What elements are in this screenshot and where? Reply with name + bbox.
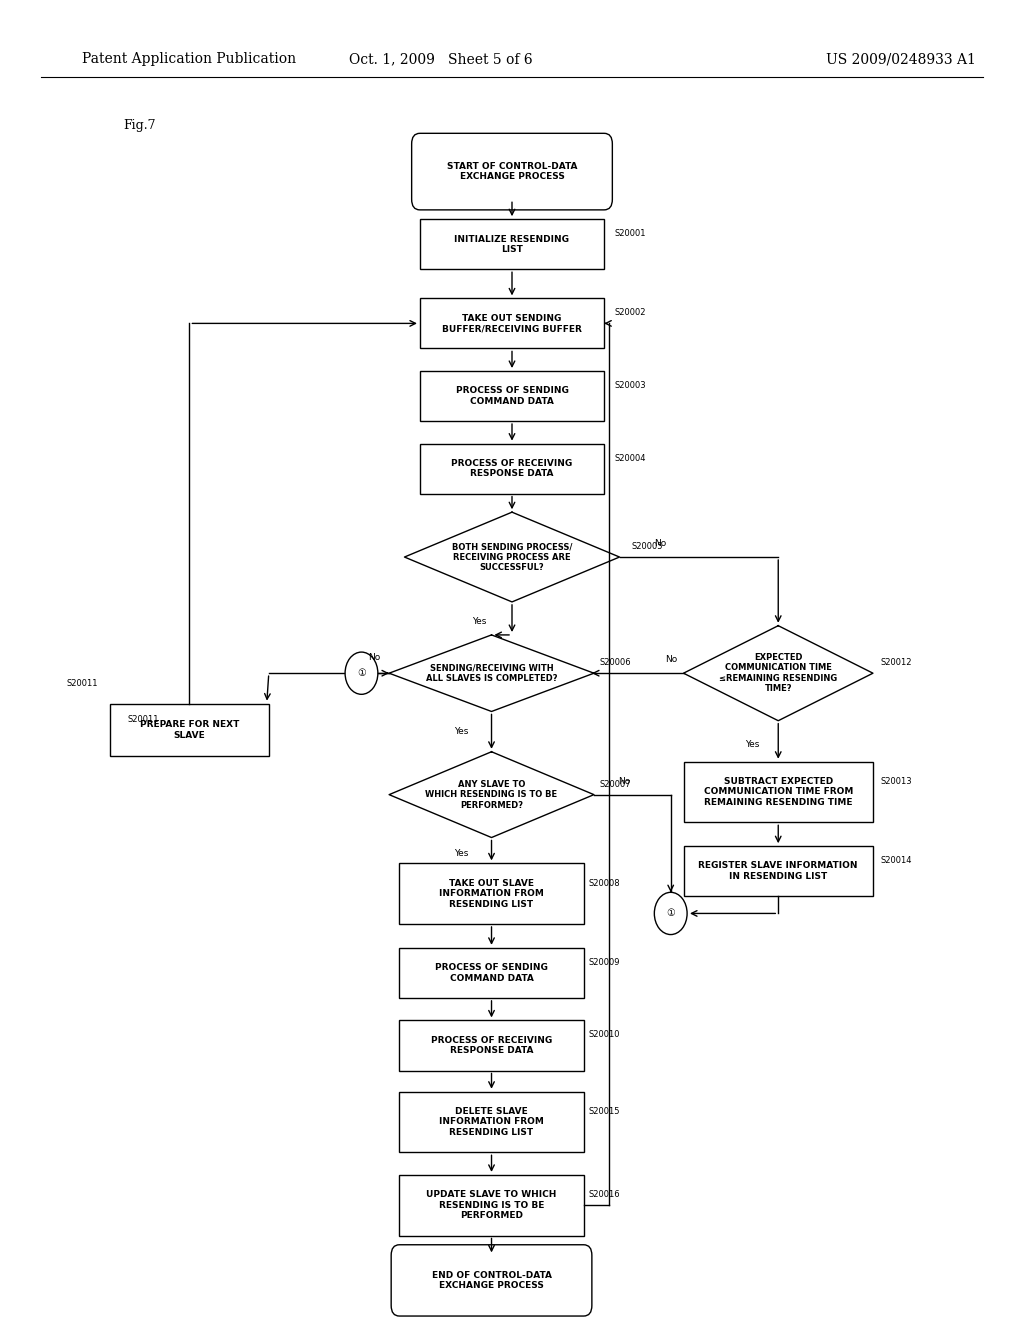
Text: S20012: S20012 <box>881 659 912 667</box>
Circle shape <box>654 892 687 935</box>
Bar <box>399 1020 584 1071</box>
Text: S20003: S20003 <box>614 381 646 389</box>
Bar <box>420 219 604 269</box>
Text: SENDING/RECEIVING WITH
ALL SLAVES IS COMPLETED?: SENDING/RECEIVING WITH ALL SLAVES IS COM… <box>426 664 557 682</box>
Text: S20001: S20001 <box>614 230 646 238</box>
Text: Fig.7: Fig.7 <box>123 119 156 132</box>
Text: US 2009/0248933 A1: US 2009/0248933 A1 <box>826 53 976 66</box>
Text: S20009: S20009 <box>589 958 621 966</box>
Text: UPDATE SLAVE TO WHICH
RESENDING IS TO BE
PERFORMED: UPDATE SLAVE TO WHICH RESENDING IS TO BE… <box>426 1191 557 1220</box>
Text: Yes: Yes <box>472 618 486 626</box>
Text: PROCESS OF RECEIVING
RESPONSE DATA: PROCESS OF RECEIVING RESPONSE DATA <box>452 459 572 478</box>
Text: ①: ① <box>357 668 366 678</box>
Text: S20002: S20002 <box>614 309 646 317</box>
Text: S20010: S20010 <box>589 1031 621 1039</box>
Polygon shape <box>404 512 620 602</box>
FancyBboxPatch shape <box>391 1245 592 1316</box>
Polygon shape <box>389 752 594 837</box>
Bar <box>111 704 268 756</box>
Text: S20011: S20011 <box>67 680 98 688</box>
Text: S20005: S20005 <box>632 543 664 550</box>
Text: No: No <box>666 656 677 664</box>
Text: Yes: Yes <box>454 727 468 735</box>
Text: S20006: S20006 <box>599 659 631 667</box>
Text: Yes: Yes <box>454 849 468 858</box>
Text: SUBTRACT EXPECTED
COMMUNICATION TIME FROM
REMAINING RESENDING TIME: SUBTRACT EXPECTED COMMUNICATION TIME FRO… <box>703 777 853 807</box>
Text: PROCESS OF SENDING
COMMAND DATA: PROCESS OF SENDING COMMAND DATA <box>456 387 568 405</box>
Bar <box>399 1175 584 1236</box>
Text: REGISTER SLAVE INFORMATION
IN RESENDING LIST: REGISTER SLAVE INFORMATION IN RESENDING … <box>698 862 858 880</box>
Text: ANY SLAVE TO
WHICH RESENDING IS TO BE
PERFORMED?: ANY SLAVE TO WHICH RESENDING IS TO BE PE… <box>425 780 558 809</box>
Text: S20007: S20007 <box>599 780 631 788</box>
Text: Patent Application Publication: Patent Application Publication <box>82 53 296 66</box>
FancyBboxPatch shape <box>412 133 612 210</box>
Text: PREPARE FOR NEXT
SLAVE: PREPARE FOR NEXT SLAVE <box>139 721 240 739</box>
Text: EXPECTED
COMMUNICATION TIME
≤REMAINING RESENDING
TIME?: EXPECTED COMMUNICATION TIME ≤REMAINING R… <box>719 653 838 693</box>
Text: TAKE OUT SLAVE
INFORMATION FROM
RESENDING LIST: TAKE OUT SLAVE INFORMATION FROM RESENDIN… <box>439 879 544 908</box>
Text: START OF CONTROL-DATA
EXCHANGE PROCESS: START OF CONTROL-DATA EXCHANGE PROCESS <box>446 162 578 181</box>
Text: No: No <box>368 653 380 661</box>
Text: S20008: S20008 <box>589 879 621 887</box>
Text: S20016: S20016 <box>589 1191 621 1199</box>
Text: S20013: S20013 <box>881 777 912 785</box>
Text: S20014: S20014 <box>881 857 912 865</box>
Text: No: No <box>654 540 667 548</box>
Text: TAKE OUT SENDING
BUFFER/RECEIVING BUFFER: TAKE OUT SENDING BUFFER/RECEIVING BUFFER <box>442 314 582 333</box>
Text: Yes: Yes <box>745 741 760 748</box>
Bar <box>420 298 604 348</box>
Text: END OF CONTROL-DATA
EXCHANGE PROCESS: END OF CONTROL-DATA EXCHANGE PROCESS <box>431 1271 552 1290</box>
Text: PROCESS OF RECEIVING
RESPONSE DATA: PROCESS OF RECEIVING RESPONSE DATA <box>431 1036 552 1055</box>
Text: ①: ① <box>667 908 675 919</box>
Text: DELETE SLAVE
INFORMATION FROM
RESENDING LIST: DELETE SLAVE INFORMATION FROM RESENDING … <box>439 1107 544 1137</box>
Bar <box>420 444 604 494</box>
Text: S20011: S20011 <box>128 715 160 723</box>
Text: INITIALIZE RESENDING
LIST: INITIALIZE RESENDING LIST <box>455 235 569 253</box>
Text: No: No <box>618 777 631 785</box>
Bar <box>684 762 872 822</box>
Bar <box>399 1092 584 1152</box>
Polygon shape <box>389 635 594 711</box>
Text: S20004: S20004 <box>614 454 646 462</box>
Bar <box>399 948 584 998</box>
Bar <box>684 846 872 896</box>
Polygon shape <box>684 626 872 721</box>
Text: Oct. 1, 2009   Sheet 5 of 6: Oct. 1, 2009 Sheet 5 of 6 <box>348 53 532 66</box>
Circle shape <box>345 652 378 694</box>
Text: PROCESS OF SENDING
COMMAND DATA: PROCESS OF SENDING COMMAND DATA <box>435 964 548 982</box>
Bar <box>399 863 584 924</box>
Bar <box>420 371 604 421</box>
Text: BOTH SENDING PROCESS/
RECEIVING PROCESS ARE
SUCCESSFUL?: BOTH SENDING PROCESS/ RECEIVING PROCESS … <box>452 543 572 572</box>
Text: S20015: S20015 <box>589 1107 621 1115</box>
